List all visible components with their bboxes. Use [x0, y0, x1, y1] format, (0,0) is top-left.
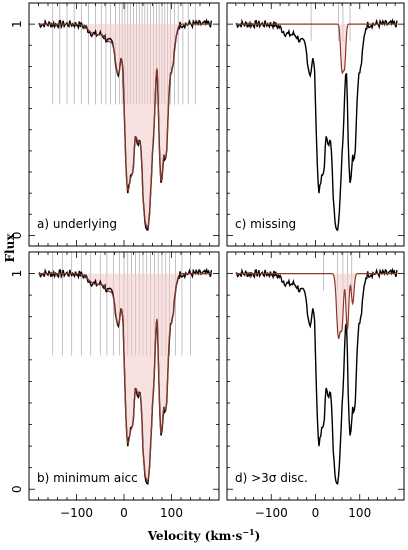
x-tick-label: 100	[160, 506, 183, 520]
panel-3: 0 1 −100 0 100 b) minimum aicc	[10, 251, 220, 520]
panel-label: c) missing	[235, 217, 296, 231]
y-axis-title: Flux	[3, 233, 17, 263]
panel-label: a) underlying	[37, 217, 117, 231]
panel-4: −100 0 100 d) >3σ disc.	[226, 251, 405, 520]
spectrum-line	[235, 18, 398, 232]
x-axis-title-superscript: −1	[242, 527, 254, 537]
x-axis-title: Velocity (km·s−1)	[147, 527, 261, 543]
panel-2: c) missing	[226, 2, 405, 247]
x-tick-label: −100	[60, 506, 93, 520]
model-line	[38, 23, 212, 228]
x-tick-label: −100	[255, 506, 288, 520]
model-shading	[235, 273, 398, 339]
spectrum-line	[235, 267, 398, 485]
panel-1: 0 1 a) underlying	[10, 2, 220, 247]
y-tick-label: 1	[10, 270, 24, 278]
model-line	[235, 23, 398, 75]
x-axis-title-end: )	[255, 529, 261, 543]
panel-label: b) minimum aicc	[37, 471, 138, 485]
model-line	[235, 273, 398, 340]
model-line	[38, 273, 212, 482]
x-tick-label: 100	[348, 506, 371, 520]
y-tick-label: 1	[10, 20, 24, 28]
y-tick-label: 0	[10, 485, 24, 493]
model-shading	[235, 24, 398, 74]
y-tick-label: 0	[10, 232, 24, 240]
x-tick-label: 0	[120, 506, 128, 520]
panel-label: d) >3σ disc.	[235, 471, 308, 485]
x-tick-label: 0	[312, 506, 320, 520]
